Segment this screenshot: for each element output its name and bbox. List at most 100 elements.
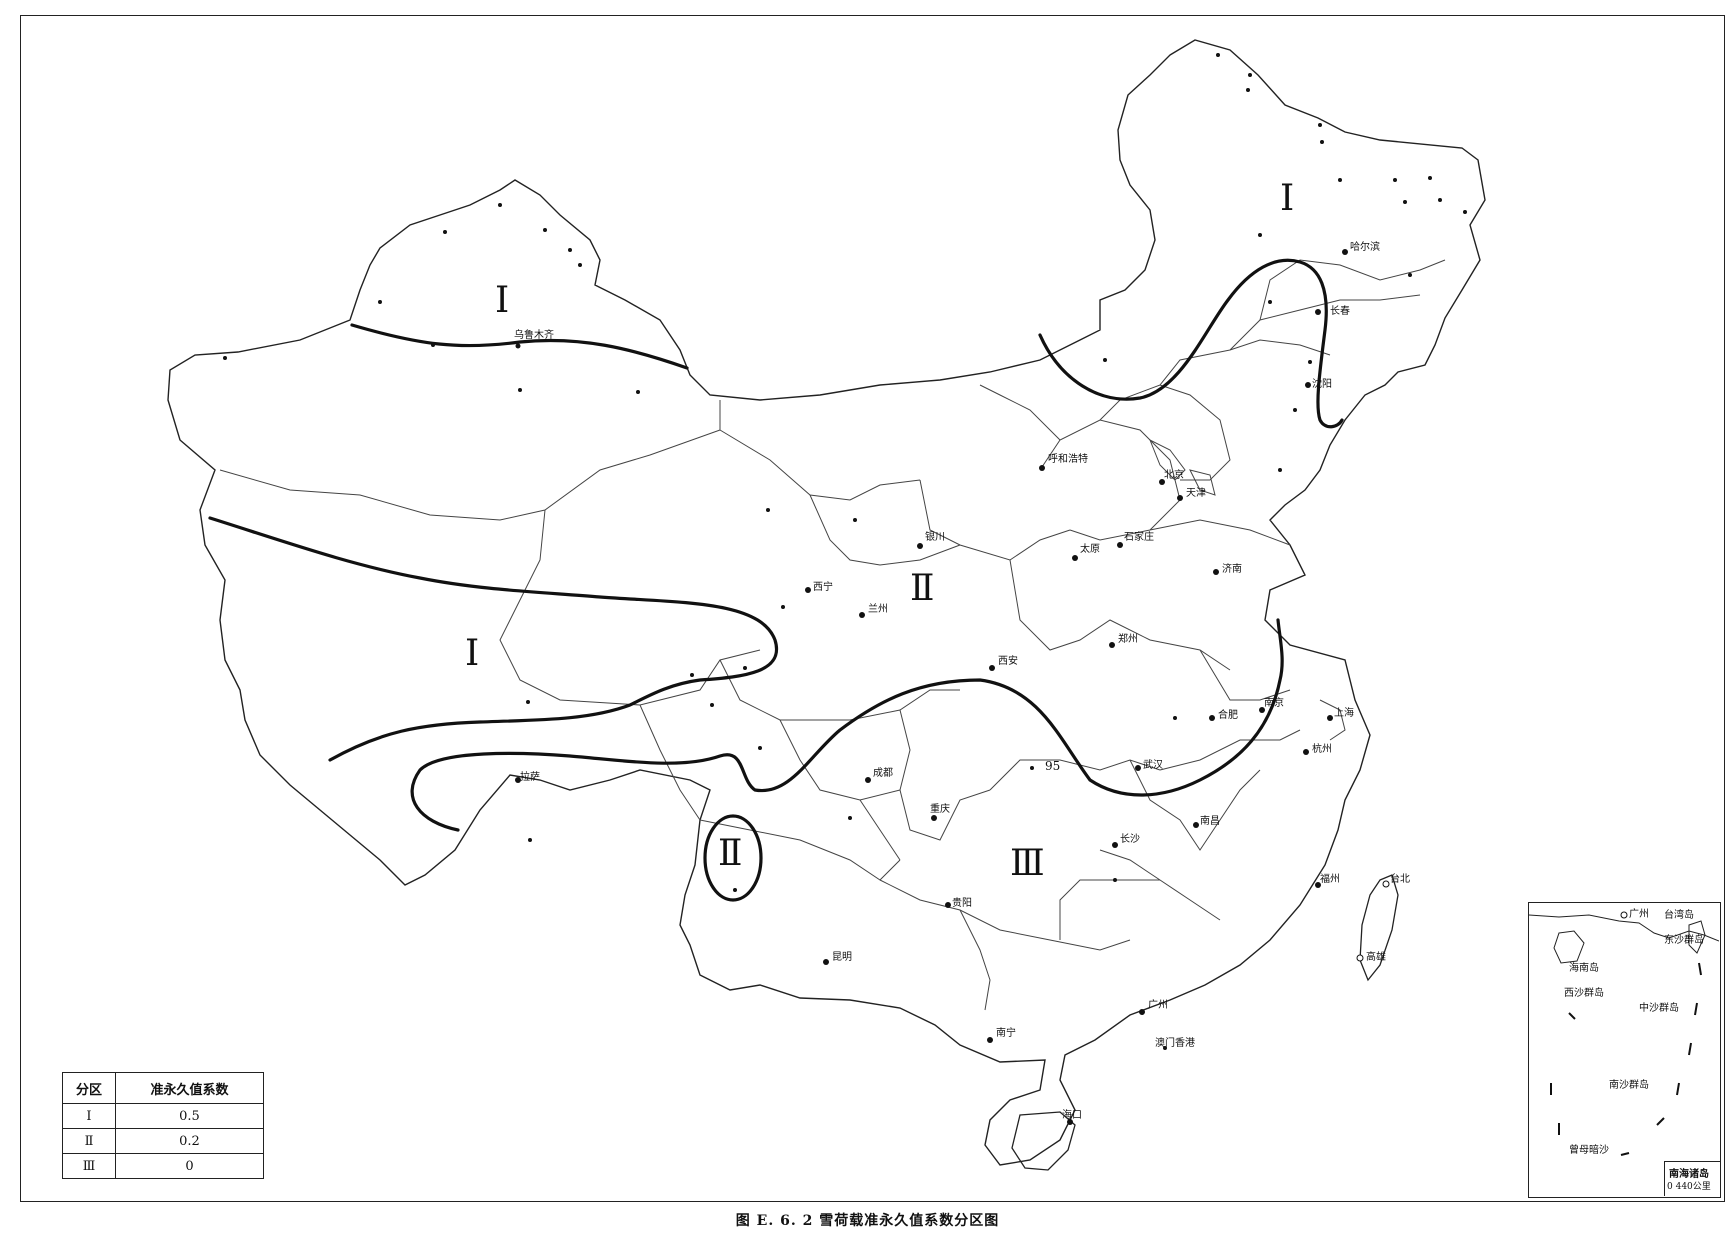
city-label-kaohsiung: 高雄 [1366,950,1386,963]
legend-zone-cell: Ⅲ [62,1153,116,1179]
city-dot-hangzhou [1303,749,1309,755]
city-dot-xian [989,665,995,671]
zone-label-iii: Ⅲ [1010,843,1045,884]
city-dot-urumqi [515,343,521,349]
inset-label-zhongsha: 中沙群岛 [1639,1001,1679,1014]
city-dot-lhasa [515,777,521,783]
city-label-lanzhou: 兰州 [868,602,888,615]
legend-header-coef: 准永久值系数 [115,1072,264,1104]
legend-coef-cell: 0.5 [115,1103,264,1129]
legend-coef-cell: 0.2 [115,1128,264,1154]
city-label-shanghai: 上海 [1334,706,1354,719]
taiwan-outline [1359,874,1399,982]
hainan-outline [1011,1111,1076,1171]
city-label-shijiazhuang: 石家庄 [1124,530,1154,543]
city-label-hangzhou: 杭州 [1312,742,1332,755]
city-label-haikou: 海口 [1062,1108,1082,1121]
city-label-nanchang: 南昌 [1200,814,1220,827]
city-dot-xining [805,587,811,593]
zone-line-yunnan-loop [703,814,763,902]
city-dot-tianjin [1177,495,1183,501]
city-label-shenyang: 沈阳 [1312,377,1332,390]
city-dot-guangzhou [1139,1009,1145,1015]
city-label-kunming: 昆明 [832,951,852,963]
city-label-guangzhou: 广州 [1148,999,1168,1011]
city-dot-harbin [1342,249,1348,255]
legend-header-row: 分区 准永久值系数 [62,1072,264,1104]
city-label-tianjin: 天津 [1186,487,1206,499]
city-dot-taiyuan [1072,555,1078,561]
city-dot-fuzhou [1315,882,1321,888]
map-frame [20,15,1725,1202]
city-dot-shijiazhuang [1117,542,1123,548]
city-dot-macau-hk [1163,1046,1167,1050]
city-dot-shanghai [1327,715,1333,721]
city-label-beijing: 北京 [1164,468,1184,481]
cities: 乌鲁木齐 哈尔滨 长春 沈阳 呼和浩特 北京 天津 银川 石家庄 太原 济南 西… [514,240,1410,1125]
city-label-hefei: 合肥 [1218,708,1238,721]
city-dot-nanning [987,1037,993,1043]
inset-label-dongsha: 东沙群岛 [1664,933,1704,946]
city-dot-beijing [1159,479,1165,485]
city-label-wuhan: 武汉 [1143,758,1163,771]
city-label-chongqing: 重庆 [930,802,950,815]
city-label-nanjing: 南京 [1264,696,1284,709]
city-dot-kaohsiung [1356,954,1364,962]
city-dot-nanjing [1259,707,1265,713]
city-dot-shenyang [1305,382,1311,388]
scale-title: 南海诸岛 [1669,1169,1709,1180]
city-label-urumqi: 乌鲁木齐 [514,328,554,341]
legend-zone-cell: Ⅰ [62,1103,116,1129]
city-label-yinchuan: 银川 [925,530,945,543]
city-dot-haikou [1067,1119,1073,1125]
inset-boundary-dashes [1550,962,1702,1156]
zone-label-i-plateau: Ⅰ [465,633,479,674]
city-label-changchun: 长春 [1330,305,1350,317]
city-dot-changchun [1315,309,1321,315]
legend-row: Ⅰ 0.5 [62,1103,264,1129]
label-95: 95 [1045,759,1060,773]
zone-line-xinjiang-north [350,323,689,370]
figure-caption: 图 E. 6. 2 雪荷载准永久值系数分区图 [735,1213,1000,1229]
city-dot-lanzhou [859,612,865,618]
city-label-xian: 西安 [998,654,1018,667]
city-label-lhasa: 拉萨 [520,770,540,783]
city-label-guiyang: 贵阳 [952,896,972,909]
city-label-zhengzhou: 郑州 [1118,632,1138,645]
zone-label-ii-yunnan: Ⅱ [718,833,742,874]
city-label-taiyuan: 太原 [1080,542,1100,555]
city-label-taipei: 台北 [1390,872,1410,885]
inset-label-xisha: 西沙群岛 [1564,986,1604,999]
city-dot-guiyang [945,902,951,908]
city-label-macau-hk: 澳门香港 [1155,1036,1195,1049]
city-dot-hohhot [1039,465,1045,471]
scale-box: 南海诸岛 0 440公里 [1664,1161,1720,1196]
zone-label-i-xinjiang: Ⅰ [495,280,509,321]
zone-boundaries [208,258,1344,902]
city-dot-changsha [1112,842,1118,848]
zone-line-plateau-north [208,516,779,762]
legend-row: Ⅱ 0.2 [62,1128,264,1154]
inset-label-nansha: 南沙群岛 [1609,1078,1649,1091]
city-dot-zhengzhou [1109,642,1115,648]
scale-text: 0 440公里 [1667,1182,1711,1192]
legend-header-zone: 分区 [62,1072,116,1104]
inset-map: 广州 台湾岛 东沙群岛 海南岛 西沙群岛 中沙群岛 南沙群岛 曾母暗沙 [1529,908,1719,1156]
inset-label-guangzhou: 广州 [1629,908,1649,920]
city-label-hohhot: 呼和浩特 [1048,453,1088,465]
legend-row: Ⅲ 0 [62,1153,264,1179]
country-outline [167,39,1486,1166]
city-dot-wuhan [1135,765,1141,771]
zone-line-northeast [1038,258,1344,429]
city-label-jinan: 济南 [1222,562,1242,575]
inset-label-zengmu: 曾母暗沙 [1569,1143,1609,1156]
legend-table: 分区 准永久值系数 Ⅰ 0.5 Ⅱ 0.2 Ⅲ 0 [62,1072,264,1179]
legend-zone-cell: Ⅱ [62,1128,116,1154]
city-dot-yinchuan [917,543,923,549]
city-dot-taipei [1382,880,1390,888]
city-label-harbin: 哈尔滨 [1350,240,1380,253]
city-dot-chongqing [931,815,937,821]
zone-line-plateau-south [410,618,1284,832]
zone-label-i-northeast: Ⅰ [1280,178,1294,219]
